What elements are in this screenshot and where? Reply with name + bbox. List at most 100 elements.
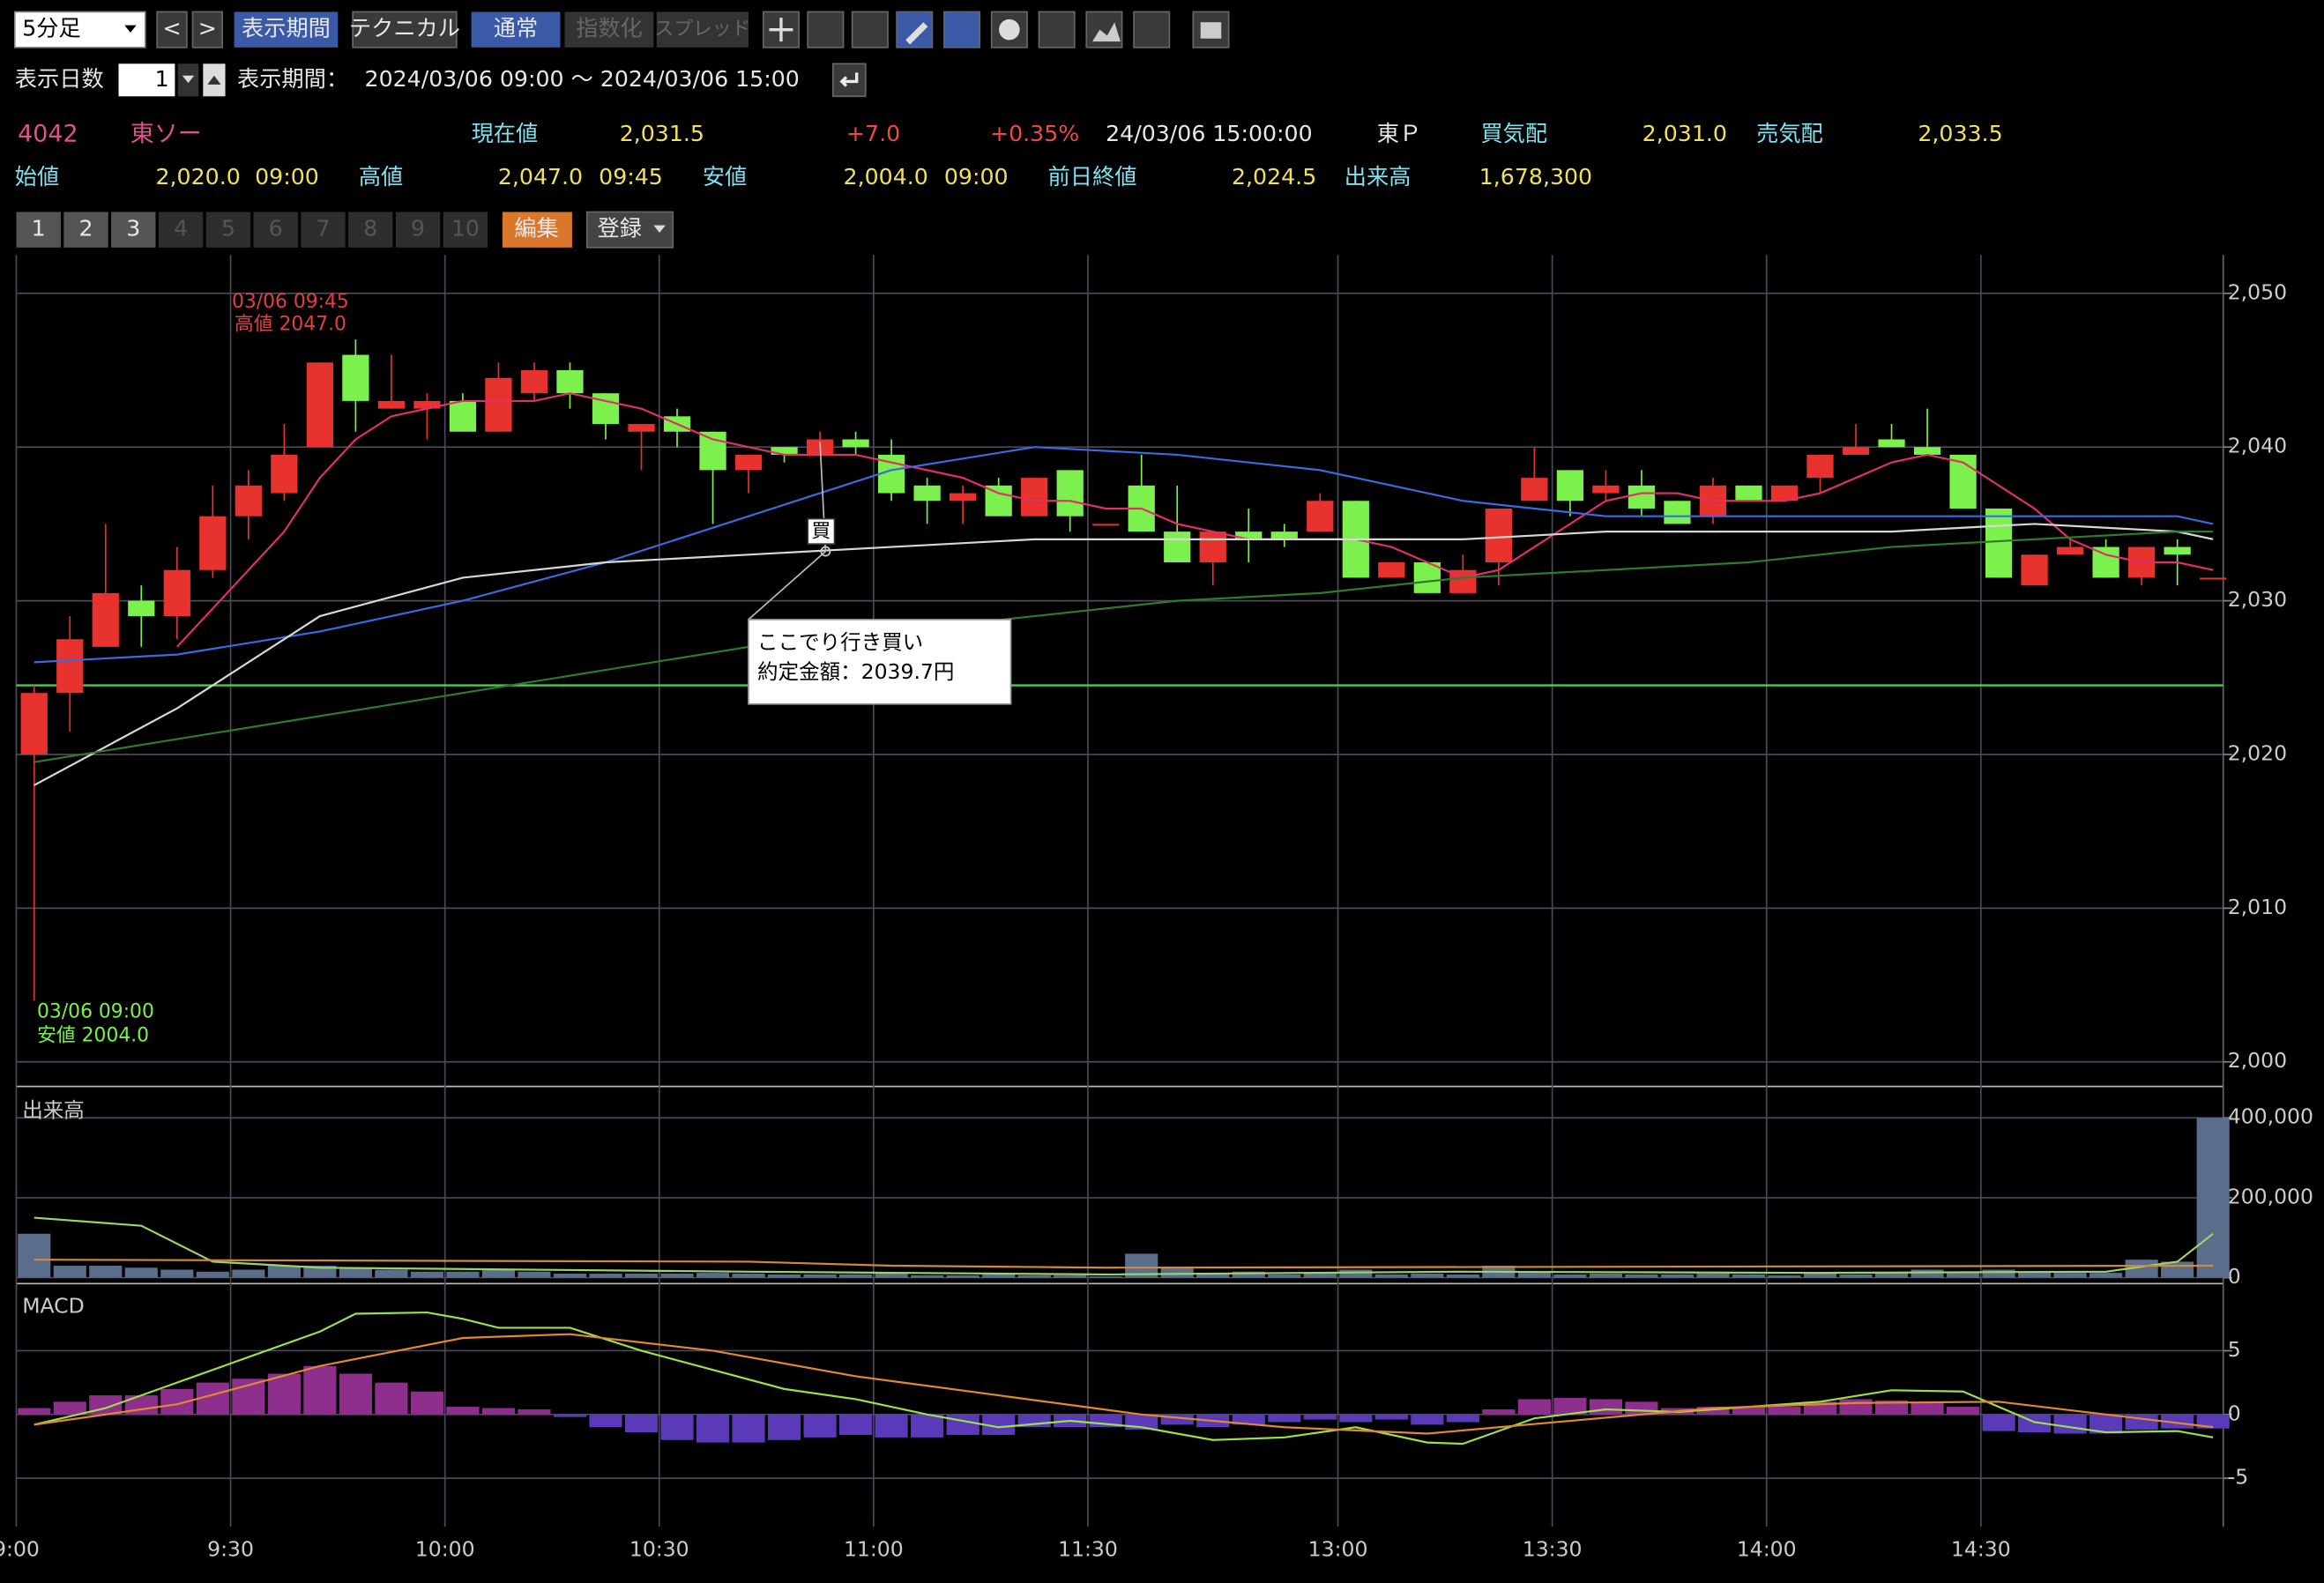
- y-tick-label: 2,020: [2228, 740, 2287, 765]
- tab[interactable]: [16, 212, 61, 248]
- bar: [446, 1271, 480, 1278]
- technical-button[interactable]: [352, 11, 458, 48]
- indicator-line: [34, 1216, 2214, 1276]
- trade-marker[interactable]: 買: [811, 521, 831, 543]
- bar: [982, 1274, 1016, 1278]
- bar: [1839, 1274, 1873, 1278]
- candle-body: [1199, 531, 1226, 563]
- candle-body: [2021, 554, 2048, 586]
- change: +7.0: [846, 121, 900, 146]
- bar: [1517, 1399, 1551, 1415]
- icon-buttons: [762, 11, 1230, 48]
- tab[interactable]: [253, 212, 298, 248]
- bar: [803, 1274, 837, 1278]
- bar: [2053, 1273, 2087, 1278]
- indicator-line: [34, 446, 2214, 664]
- bar: [53, 1265, 86, 1278]
- period-button[interactable]: [234, 11, 339, 48]
- prev-button[interactable]: [156, 11, 188, 48]
- candle-body: [771, 447, 798, 455]
- high-value: 2,047.0: [498, 164, 583, 190]
- reset-button[interactable]: [831, 63, 867, 98]
- bar: [2018, 1271, 2052, 1278]
- candle-body: [92, 592, 119, 647]
- open-time: 09:00: [255, 164, 319, 190]
- candle-body: [1413, 562, 1441, 593]
- bar: [1625, 1274, 1658, 1278]
- zoom-out-icon[interactable]: [851, 11, 889, 48]
- edit-button[interactable]: [502, 212, 572, 248]
- period-select[interactable]: 5分足: [22, 16, 80, 41]
- candle-body: [1842, 447, 1870, 455]
- tab-label: 8: [363, 216, 377, 242]
- candle-body: [1913, 447, 1941, 455]
- bar: [660, 1274, 694, 1278]
- days-value[interactable]: 1: [155, 66, 169, 92]
- register-label[interactable]: 登録: [597, 216, 641, 242]
- candle-body: [1270, 531, 1298, 539]
- y-tick-label: 2,050: [2228, 279, 2287, 304]
- tab[interactable]: [205, 212, 251, 248]
- bar: [1553, 1397, 1587, 1415]
- high-annotation: 03/06 09:45: [232, 291, 349, 313]
- low-value: 2,004.0: [844, 164, 928, 190]
- trade-connector: [748, 550, 826, 621]
- bar: [1303, 1414, 1337, 1420]
- bar: [375, 1382, 408, 1415]
- spread-button[interactable]: [656, 11, 749, 48]
- next-button[interactable]: [191, 11, 224, 48]
- period-button-label[interactable]: 表示期間: [242, 16, 331, 41]
- register-button[interactable]: [585, 211, 674, 249]
- y-tick-label: 2,030: [2228, 587, 2287, 612]
- tab[interactable]: [111, 212, 156, 248]
- x-tick-label: 10:00: [415, 1537, 475, 1562]
- volume-value: 1,678,300: [1479, 164, 1592, 190]
- zoom-in-icon[interactable]: [807, 11, 845, 48]
- candle-body: [1735, 485, 1762, 502]
- draw-icon[interactable]: [896, 11, 934, 48]
- days-input[interactable]: [118, 63, 175, 97]
- tab[interactable]: [63, 212, 108, 248]
- bar: [1768, 1275, 1801, 1278]
- trade-marker-box[interactable]: [807, 517, 836, 546]
- x-tick-label: 13:00: [1308, 1537, 1368, 1562]
- technical-button-label[interactable]: テクニカル: [349, 16, 460, 41]
- bar: [1196, 1273, 1230, 1278]
- tab[interactable]: [395, 212, 441, 248]
- tab-label: 1: [32, 216, 46, 242]
- my-icon[interactable]: [1038, 11, 1076, 48]
- tab[interactable]: [158, 212, 204, 248]
- bar: [875, 1274, 908, 1278]
- prev-label[interactable]: <: [162, 16, 181, 41]
- index-button[interactable]: [564, 11, 654, 48]
- open-value: 2,020.0: [156, 164, 241, 190]
- tab[interactable]: [443, 212, 488, 248]
- bar: [1839, 1399, 1873, 1415]
- next-label[interactable]: >: [198, 16, 217, 41]
- candle-body: [1092, 524, 1120, 526]
- bar: [124, 1267, 158, 1278]
- bar: [946, 1414, 980, 1435]
- tab-label: 4: [174, 216, 188, 242]
- yen-icon[interactable]: [943, 11, 981, 48]
- tab[interactable]: [301, 212, 346, 248]
- bar: [589, 1274, 622, 1278]
- x-tick-label: 11:30: [1058, 1537, 1118, 1562]
- normal-button[interactable]: [471, 11, 561, 48]
- x-tick-label: 13:30: [1523, 1537, 1583, 1562]
- bar: [1982, 1269, 2015, 1278]
- edit-label[interactable]: 編集: [514, 216, 558, 242]
- period-select-box[interactable]: [13, 11, 146, 48]
- x-tick-label: 11:00: [844, 1537, 904, 1562]
- candle-body: [56, 639, 84, 694]
- index-button-label[interactable]: 指数化: [576, 16, 643, 41]
- open-label: 始値: [15, 164, 59, 190]
- candle-body: [1521, 478, 1548, 502]
- indicator-line: [34, 531, 2214, 763]
- tab[interactable]: [348, 212, 393, 248]
- bar: [2161, 1414, 2194, 1429]
- normal-button-label[interactable]: 通常: [494, 16, 538, 41]
- settings-icon[interactable]: [1133, 11, 1171, 48]
- spread-button-label[interactable]: スプレッド: [654, 19, 750, 41]
